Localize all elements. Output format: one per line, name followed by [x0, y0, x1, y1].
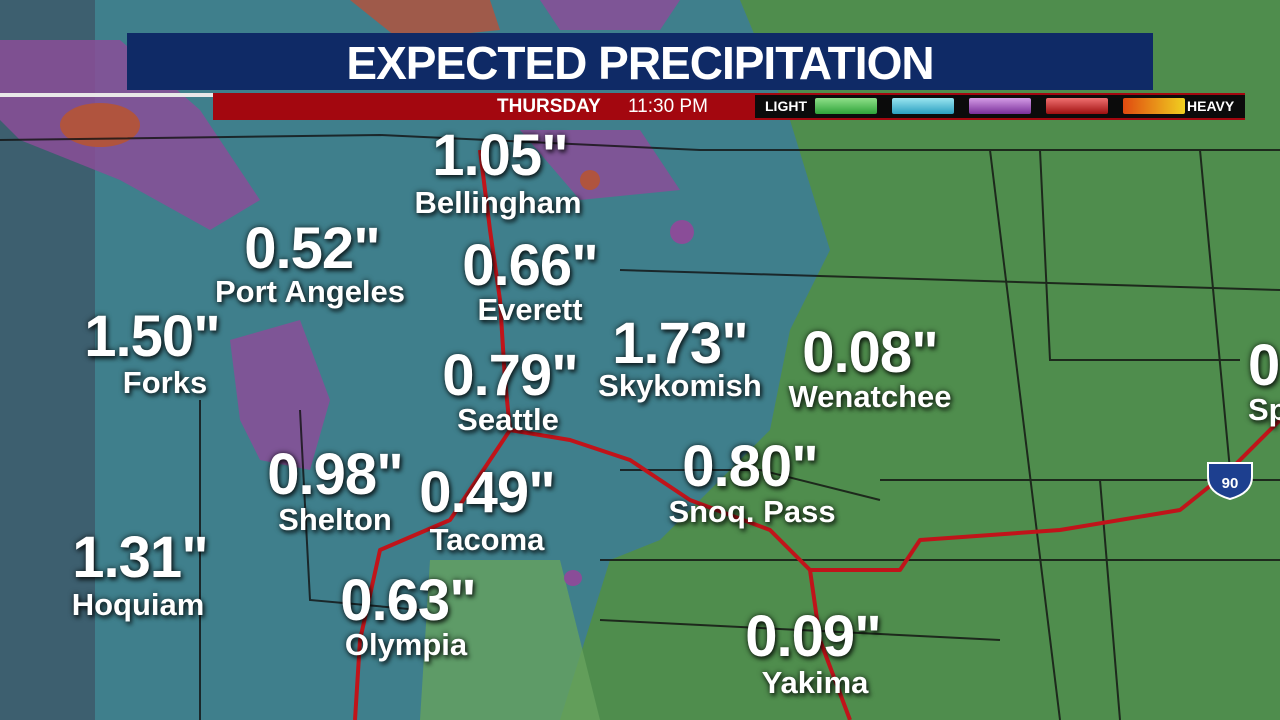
city-amount: 0.08" [802, 320, 938, 385]
city-amount: 0.09" [745, 604, 881, 669]
city-amount: 0.98" [267, 442, 403, 507]
city-amount: 0.80" [682, 434, 818, 499]
city-amount: 0.49" [419, 460, 555, 525]
city-amount: 0 [1248, 333, 1280, 398]
accent-bar [0, 93, 213, 97]
city-name: Tacoma [429, 522, 545, 557]
city-name: Bellingham [414, 185, 582, 220]
title-bar: EXPECTED PRECIPITATION [127, 33, 1153, 90]
city-amount: 1.05" [432, 123, 568, 188]
legend-swatch [1123, 98, 1185, 114]
title: EXPECTED PRECIPITATION [346, 37, 934, 89]
legend-swatch [892, 98, 954, 114]
city-name: Sp [1248, 392, 1280, 427]
city-amount: 1.50" [84, 304, 220, 369]
city-name: Wenatchee [788, 379, 952, 414]
legend-swatch [969, 98, 1031, 114]
city-name: Port Angeles [214, 274, 406, 309]
city-amount: 0.52" [244, 216, 380, 281]
legend-swatch [1046, 98, 1108, 114]
city-name: Seattle [457, 402, 559, 437]
city-name: Skykomish [598, 368, 762, 403]
legend-low: LIGHT [765, 98, 807, 114]
day: THURSDAY [497, 96, 601, 117]
city-amount: 1.31" [72, 525, 208, 590]
city-name: Hoquiam [71, 587, 205, 622]
city-amount: 0.79" [442, 343, 578, 408]
time: 11:30 PM [628, 96, 708, 117]
city-name: Yakima [761, 665, 869, 700]
city-name: Shelton [278, 502, 392, 537]
city-amount: 1.73" [612, 311, 748, 376]
legend-high: HEAVY [1187, 98, 1235, 114]
legend-swatch [815, 98, 877, 114]
city-name: Snoq. Pass [668, 494, 836, 529]
city-name: Olympia [344, 627, 468, 662]
city-amount: 0.63" [340, 568, 476, 633]
interstate-shield: 90 [1222, 475, 1239, 492]
city-name: Everett [477, 292, 583, 327]
city-amount: 0.66" [462, 233, 598, 298]
city-name: Forks [122, 365, 208, 400]
